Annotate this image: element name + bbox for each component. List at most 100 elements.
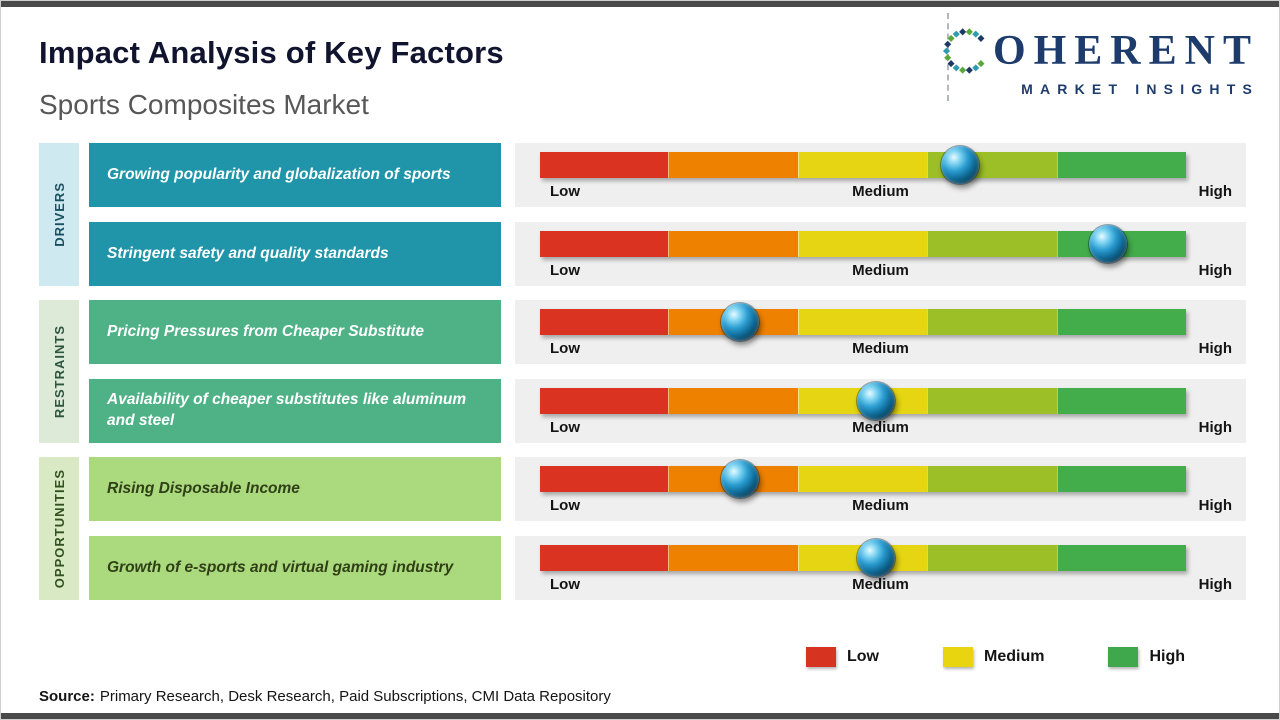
source-label: Source:: [39, 688, 95, 705]
source-note: Source: Primary Research, Desk Research, …: [39, 688, 611, 705]
legend-swatch-medium: [943, 647, 973, 667]
group-label-opportunities: OPPORTUNITIES: [39, 457, 79, 600]
group-rows-restraints: Pricing Pressures from Cheaper Substitut…: [89, 300, 1246, 443]
source-text: Primary Research, Desk Research, Paid Su…: [99, 688, 611, 705]
scale-label-low: Low: [550, 576, 580, 593]
bar-segment-mid: [797, 466, 928, 492]
group-rows-drivers: Growing popularity and globalization of …: [89, 143, 1246, 286]
impact-gradient-bar: [540, 539, 1187, 577]
bar-segment-mid: [797, 231, 928, 257]
scale-label-low: Low: [550, 340, 580, 357]
bar-segment-low-mid: [668, 388, 798, 414]
bar-segment-mid: [797, 309, 928, 335]
bar-segment-low: [540, 466, 669, 492]
scale-label-low: Low: [550, 497, 580, 514]
factor-text: Availability of cheaper substitutes like…: [107, 391, 467, 429]
group-label-restraints: RESTRAINTS: [39, 300, 79, 443]
coherent-logo: OHERENT MARKET INSIGHTS: [940, 25, 1259, 97]
bar-segment-high: [1056, 152, 1187, 178]
group-rows-opportunities: Rising Disposable Income Low Medium: [89, 457, 1246, 600]
factor-label-box: Stringent safety and quality standards: [89, 222, 501, 286]
impact-gradient-bar: [540, 303, 1187, 341]
legend: Low Medium High: [806, 647, 1185, 667]
page-title: Impact Analysis of Key Factors: [39, 35, 504, 70]
group-restraints: RESTRAINTS Pricing Pressures from Cheape…: [39, 300, 1246, 443]
bar-segment-mid-high: [927, 231, 1057, 257]
bar-segment-low-mid: [668, 231, 798, 257]
scale-label-medium: Medium: [852, 576, 909, 593]
scale-label-high: High: [1198, 262, 1232, 279]
scale-label-high: High: [1198, 340, 1232, 357]
legend-item-low: Low: [806, 647, 879, 667]
group-drivers: DRIVERS Growing popularity and globaliza…: [39, 143, 1246, 286]
factor-label-box: Rising Disposable Income: [89, 457, 501, 521]
impact-bar-track: Low Medium High: [515, 143, 1246, 207]
impact-bar-track: Low Medium High: [515, 536, 1246, 600]
impact-marker: [721, 303, 760, 341]
bar-segment-mid-high: [927, 545, 1057, 571]
impact-bar-track: Low Medium High: [515, 379, 1246, 443]
scale-label-medium: Medium: [852, 340, 909, 357]
impact-marker: [856, 382, 895, 420]
logo-brand-row: OHERENT: [940, 25, 1259, 77]
bar-segment-mid-high: [927, 466, 1057, 492]
impact-marker: [1089, 225, 1128, 263]
bar-segment-mid-high: [927, 309, 1057, 335]
impact-bar-track: Low Medium High: [515, 222, 1246, 286]
factor-row-4: Availability of cheaper substitutes like…: [89, 379, 1246, 443]
scale-label-high: High: [1198, 576, 1232, 593]
bar-segment-high: [1056, 309, 1187, 335]
impact-bar-track: Low Medium High: [515, 300, 1246, 364]
factor-label-box: Pricing Pressures from Cheaper Substitut…: [89, 300, 501, 364]
impact-bar-track: Low Medium High: [515, 457, 1246, 521]
scale-label-medium: Medium: [852, 183, 909, 200]
factor-row-3: Pricing Pressures from Cheaper Substitut…: [89, 300, 1246, 364]
factor-row-2: Stringent safety and quality standards L…: [89, 222, 1246, 286]
scale-label-medium: Medium: [852, 497, 909, 514]
scale-label-high: High: [1198, 419, 1232, 436]
impact-marker: [856, 539, 895, 577]
legend-swatch-high: [1108, 647, 1139, 667]
scale-label-low: Low: [550, 262, 580, 279]
top-edge-bar: [1, 1, 1279, 7]
impact-marker: [721, 460, 760, 498]
bar-segment-mid-high: [927, 388, 1057, 414]
scale-label-high: High: [1198, 183, 1232, 200]
coherent-c-icon: [942, 28, 985, 74]
impact-gradient-bar: [540, 225, 1187, 263]
bar-segment-mid: [797, 152, 928, 178]
legend-item-medium: Medium: [943, 647, 1044, 667]
bar-segment-high: [1056, 388, 1187, 414]
factor-text: Growth of e-sports and virtual gaming in…: [107, 558, 454, 576]
bar-segment-high: [1056, 545, 1187, 571]
bar-segment-low-mid: [668, 545, 798, 571]
page-subtitle: Sports Composites Market: [39, 89, 369, 120]
group-label-text: OPPORTUNITIES: [51, 468, 67, 589]
impact-marker: [940, 146, 979, 184]
group-label-drivers: DRIVERS: [39, 143, 79, 286]
bar-segment-low: [540, 309, 669, 335]
group-label-text: RESTRAINTS: [51, 324, 67, 419]
factor-label-box: Growing popularity and globalization of …: [89, 143, 501, 207]
bottom-edge-bar: [1, 713, 1279, 719]
factor-text: Growing popularity and globalization of …: [107, 165, 451, 183]
legend-item-high: High: [1108, 647, 1185, 667]
factor-label-box: Availability of cheaper substitutes like…: [89, 379, 501, 443]
factor-row-1: Growing popularity and globalization of …: [89, 143, 1246, 207]
factor-text: Rising Disposable Income: [107, 479, 300, 497]
factor-text: Stringent safety and quality standards: [107, 244, 389, 262]
legend-label-medium: Medium: [984, 648, 1045, 665]
scale-label-high: High: [1198, 497, 1232, 514]
factor-row-6: Growth of e-sports and virtual gaming in…: [89, 536, 1246, 600]
factor-label-box: Growth of e-sports and virtual gaming in…: [89, 536, 501, 600]
legend-swatch-low: [806, 647, 836, 667]
factor-text: Pricing Pressures from Cheaper Substitut…: [107, 322, 424, 340]
group-opportunities: OPPORTUNITIES Rising Disposable Income: [39, 457, 1246, 600]
group-label-text: DRIVERS: [51, 182, 67, 247]
scale-label-low: Low: [550, 419, 580, 436]
legend-label-low: Low: [847, 648, 879, 665]
logo-tagline: MARKET INSIGHTS: [1021, 81, 1259, 97]
impact-matrix: DRIVERS Growing popularity and globaliza…: [39, 143, 1246, 600]
scale-label-medium: Medium: [852, 419, 909, 436]
